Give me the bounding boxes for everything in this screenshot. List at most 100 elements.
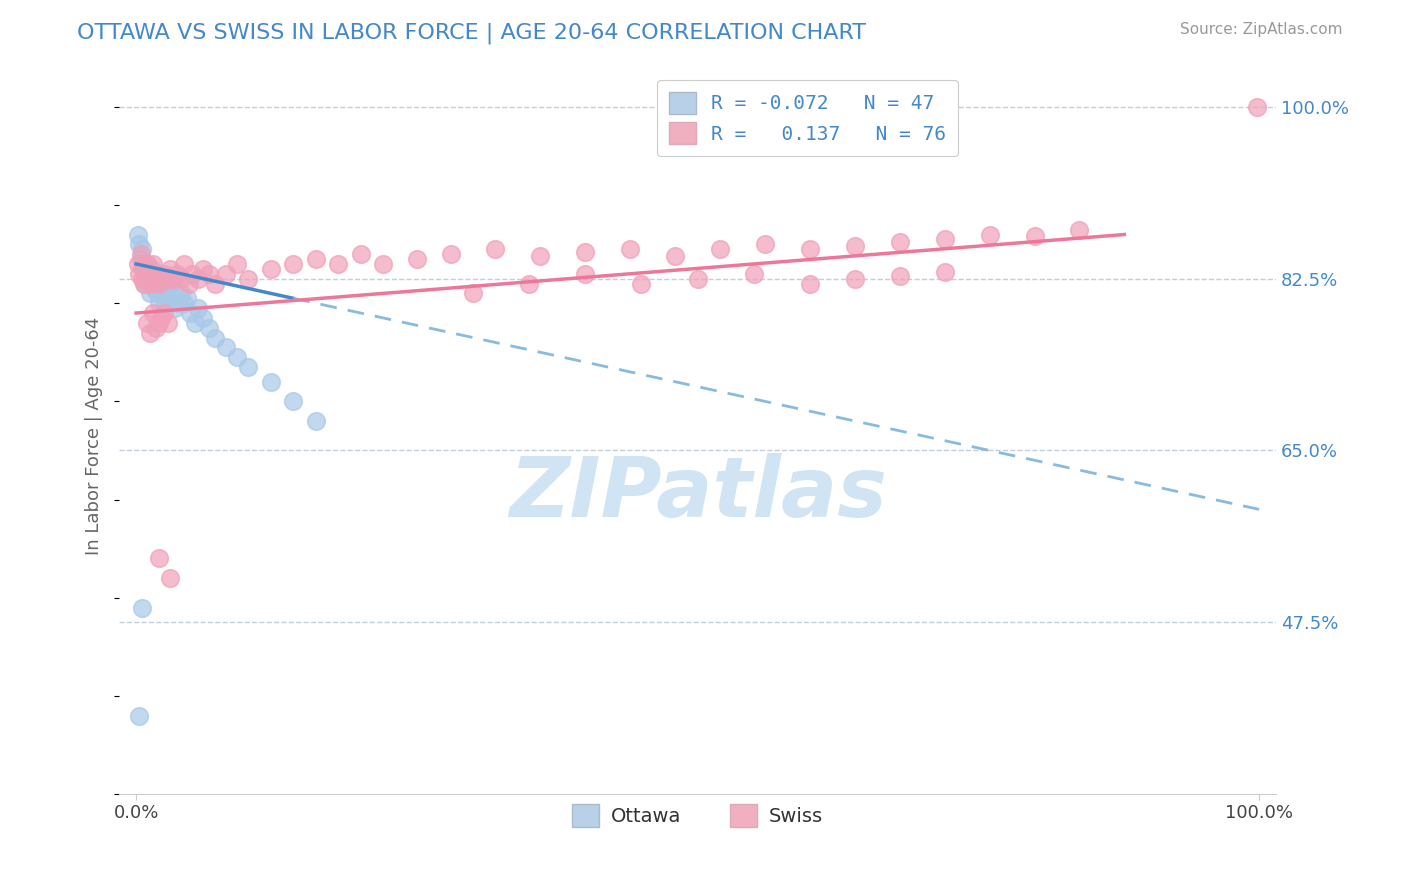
Point <box>193 310 215 325</box>
Point <box>484 242 506 256</box>
Point <box>686 271 709 285</box>
Text: OTTAWA VS SWISS IN LABOR FORCE | AGE 20-64 CORRELATION CHART: OTTAWA VS SWISS IN LABOR FORCE | AGE 20-… <box>77 22 866 44</box>
Point <box>889 235 911 250</box>
Point <box>132 277 155 291</box>
Point <box>150 271 173 285</box>
Point <box>131 271 153 285</box>
Point <box>131 242 153 256</box>
Point <box>141 261 163 276</box>
Point <box>350 247 373 261</box>
Point <box>138 326 160 340</box>
Point <box>159 571 181 585</box>
Point <box>187 301 209 315</box>
Text: ZIPatlas: ZIPatlas <box>509 452 887 533</box>
Point <box>145 320 167 334</box>
Point <box>664 249 686 263</box>
Point <box>139 267 162 281</box>
Point <box>149 310 172 325</box>
Point <box>574 245 596 260</box>
Y-axis label: In Labor Force | Age 20-64: In Labor Force | Age 20-64 <box>86 317 103 555</box>
Point <box>173 257 195 271</box>
Point <box>283 394 305 409</box>
Point <box>129 247 152 261</box>
Point <box>132 257 155 271</box>
Point <box>138 271 160 285</box>
Point <box>138 286 160 301</box>
Point <box>166 267 188 281</box>
Point <box>934 232 956 246</box>
Point <box>799 277 821 291</box>
Point <box>135 267 157 281</box>
Point <box>127 257 149 271</box>
Point <box>138 277 160 291</box>
Point <box>305 252 328 266</box>
Point <box>159 277 181 291</box>
Point <box>160 281 183 295</box>
Point <box>183 316 205 330</box>
Point <box>170 271 193 285</box>
Point <box>131 600 153 615</box>
Point <box>889 268 911 283</box>
Point <box>143 281 166 295</box>
Point <box>138 261 160 276</box>
Point <box>754 237 776 252</box>
Point <box>305 414 328 428</box>
Point <box>143 267 166 281</box>
Point <box>405 252 427 266</box>
Point <box>187 271 209 285</box>
Point <box>198 267 221 281</box>
Point <box>1069 222 1091 236</box>
Point <box>143 271 166 285</box>
Point <box>1246 100 1268 114</box>
Point <box>156 316 179 330</box>
Point <box>134 271 156 285</box>
Point <box>204 330 226 344</box>
Point <box>328 257 350 271</box>
Point <box>149 277 172 291</box>
Point <box>148 316 170 330</box>
Point <box>148 551 170 566</box>
Point <box>153 306 176 320</box>
Point <box>799 242 821 256</box>
Point <box>173 296 195 310</box>
Point <box>128 708 150 723</box>
Point <box>136 257 159 271</box>
Point <box>134 277 156 291</box>
Point <box>149 271 172 285</box>
Point <box>260 261 283 276</box>
Point <box>529 249 551 263</box>
Point <box>132 261 155 276</box>
Point <box>619 242 641 256</box>
Point <box>148 296 170 310</box>
Point <box>156 291 179 305</box>
Point <box>167 296 190 310</box>
Point <box>148 277 170 291</box>
Point <box>844 239 866 253</box>
Point <box>156 271 179 285</box>
Point <box>170 286 193 301</box>
Point <box>146 286 169 301</box>
Point <box>979 227 1001 242</box>
Point <box>177 277 200 291</box>
Legend: Ottawa, Swiss: Ottawa, Swiss <box>564 797 831 835</box>
Point <box>844 271 866 285</box>
Point <box>193 261 215 276</box>
Point <box>742 267 765 281</box>
Point <box>128 237 150 252</box>
Point <box>260 375 283 389</box>
Point <box>176 291 198 305</box>
Point <box>153 286 176 301</box>
Point <box>165 301 187 315</box>
Point <box>127 227 149 242</box>
Point <box>226 350 249 364</box>
Text: Source: ZipAtlas.com: Source: ZipAtlas.com <box>1180 22 1343 37</box>
Point <box>162 271 184 285</box>
Point <box>142 271 165 285</box>
Point <box>461 286 484 301</box>
Point <box>136 257 159 271</box>
Point <box>517 277 540 291</box>
Point <box>155 296 177 310</box>
Point <box>155 281 177 295</box>
Point <box>204 277 226 291</box>
Point <box>149 281 172 295</box>
